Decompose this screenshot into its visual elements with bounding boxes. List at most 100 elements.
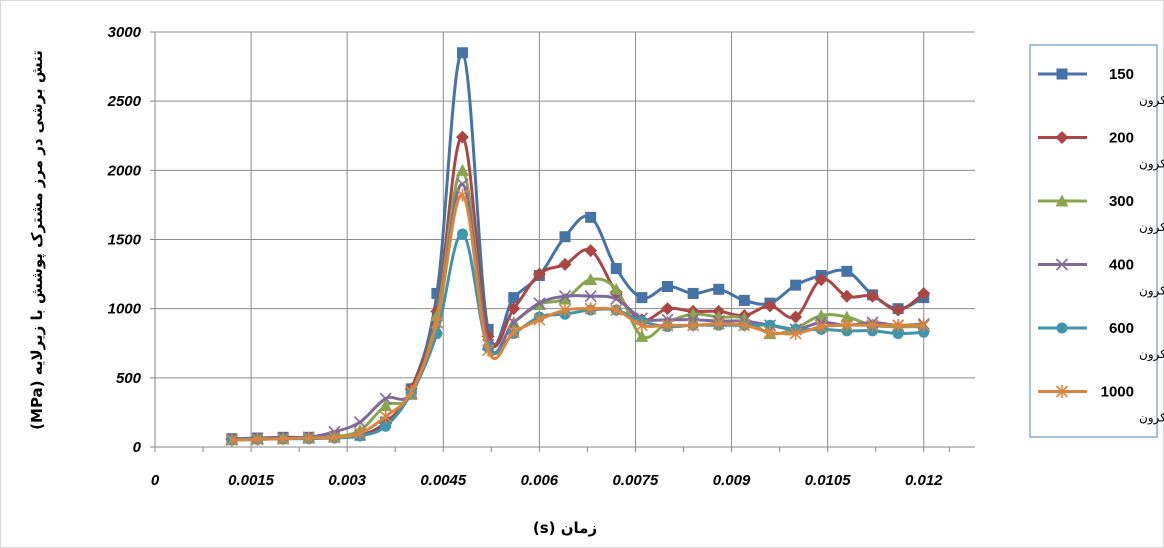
x-tick-label: 0.006 [521, 472, 559, 489]
data-point [456, 163, 469, 176]
x-tick-label: 0.003 [328, 472, 366, 489]
data-point [917, 318, 930, 332]
data-point [840, 289, 854, 303]
legend-item-400: 400 میکرون [1038, 257, 1164, 299]
data-point [609, 282, 623, 295]
y-tick-label: 500 [116, 370, 142, 387]
legend-unit: میکرون [1139, 411, 1164, 426]
data-point [738, 294, 750, 306]
x-tick-label: 0 [151, 472, 160, 489]
data-point [558, 290, 572, 303]
data-point [380, 420, 392, 432]
data-point [379, 399, 393, 411]
data-point [610, 263, 622, 275]
y-tick-labels: 0 500 1000 1500 2000 2500 3000 [107, 24, 142, 456]
data-point [225, 433, 238, 447]
data-point [713, 283, 725, 295]
data-point [431, 287, 443, 299]
legend-item-600: 600 میکرون [1038, 320, 1164, 362]
data-point [585, 211, 597, 223]
legend-marker [1056, 68, 1068, 80]
data-point [584, 273, 598, 286]
data-point [532, 267, 546, 281]
data-point [559, 231, 571, 243]
x-tick-label: 0.0015 [228, 472, 275, 489]
legend-item-150: 150 میکرون [1038, 66, 1164, 108]
x-tick-label: 0.012 [905, 472, 943, 489]
legend-label: 150 [1109, 66, 1134, 83]
y-tick-label: 2500 [107, 93, 142, 110]
data-point [430, 316, 443, 329]
data-point [379, 410, 392, 424]
data-point [584, 244, 598, 258]
axes [150, 31, 975, 452]
legend-unit: میکرون [1139, 347, 1164, 362]
data-point [457, 228, 468, 240]
data-point [558, 257, 572, 271]
data-point [712, 310, 726, 323]
data-point [763, 325, 777, 339]
data-point [687, 318, 700, 332]
legend-item-300: 300 میکرون [1038, 193, 1164, 235]
data-point [508, 292, 520, 304]
legend: 150 میکرون 200 میکرون 300 میکرون 400 میکرون 600 م… [1029, 44, 1164, 438]
x-tick-labels: 0 0.0015 0.003 0.0045 0.006 0.0075 0.009 0.0105… [151, 472, 943, 489]
x-tick-label: 0.0045 [420, 472, 467, 489]
data-point [533, 313, 546, 327]
data-point [456, 130, 469, 144]
y-tick-label: 1000 [108, 301, 142, 318]
data-point [662, 281, 673, 293]
legend-label: 600 [1109, 320, 1134, 337]
data-point [814, 273, 828, 287]
y-tick-label: 0 [133, 439, 142, 456]
legend-label: 1000 [1101, 384, 1134, 401]
data-point [507, 302, 521, 316]
legend-item-200: 200 میکرون [1038, 130, 1164, 172]
data-point [353, 416, 367, 429]
x-axis-title: زمان (s) [533, 519, 597, 537]
legend-marker [1055, 194, 1069, 207]
data-point [918, 326, 930, 338]
data-point [815, 320, 828, 334]
data-point [635, 329, 649, 342]
y-tick-label: 1500 [108, 232, 142, 249]
legend-marker [1056, 322, 1068, 334]
data-point [891, 303, 905, 317]
data-point [866, 289, 879, 303]
data-point [533, 297, 546, 310]
legend-marker [1055, 131, 1069, 144]
data-point [712, 317, 725, 331]
data-point [482, 323, 494, 335]
y-tick-label: 2000 [107, 162, 142, 179]
data-point [917, 286, 931, 300]
y-tick-label: 3000 [108, 24, 142, 41]
data-point [892, 328, 904, 340]
data-point [405, 385, 418, 399]
x-tick-label: 0.0075 [613, 472, 660, 489]
legend-marker [1055, 385, 1069, 398]
data-point [635, 318, 648, 332]
data-point [457, 47, 468, 59]
legend-label: 200 [1109, 130, 1134, 147]
legend-unit: میکرون [1139, 93, 1164, 108]
legend-unit: میکرون [1139, 220, 1164, 235]
data-point [302, 431, 315, 445]
data-point [687, 287, 699, 299]
data-point [584, 290, 597, 303]
data-point [840, 310, 854, 323]
legend-unit: میکرون [1139, 157, 1164, 172]
data-point [456, 188, 469, 202]
series-1000 [225, 188, 930, 447]
data-point [353, 426, 367, 440]
legend-unit: میکرون [1139, 284, 1164, 299]
data-point [763, 299, 777, 313]
data-point [636, 292, 648, 304]
data-point [251, 432, 264, 446]
data-point [328, 430, 341, 444]
data-point [814, 309, 828, 322]
data-point [790, 279, 802, 291]
data-point [507, 316, 520, 329]
legend-box [1029, 44, 1158, 438]
x-tick-label: 0.009 [713, 472, 751, 489]
